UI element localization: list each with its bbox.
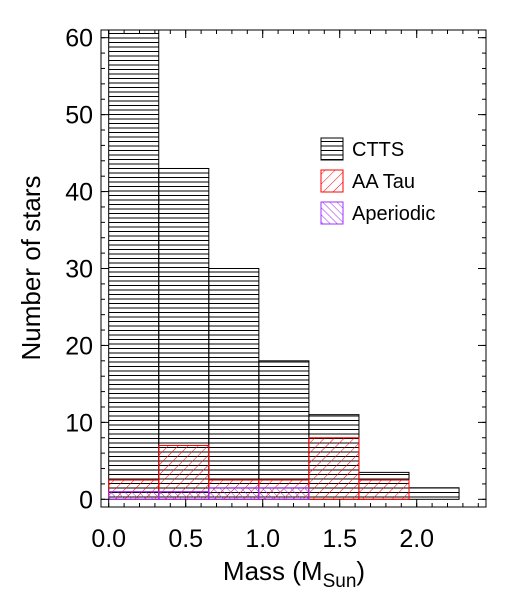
bar-aperiodic-2 <box>208 487 260 500</box>
bar-aa-tau-4 <box>308 437 360 500</box>
y-tick-label-5: 50 <box>65 102 93 130</box>
x-axis-title-close: ) <box>356 556 365 586</box>
bar-aperiodic-3 <box>258 487 310 500</box>
x-axis-title-main: Mass (M <box>223 556 323 586</box>
bar-ctts-0 <box>108 29 160 500</box>
y-tick-label-3: 30 <box>65 256 93 284</box>
bar-aperiodic-1 <box>158 491 210 500</box>
x-tick-label-0: 0.0 <box>91 525 126 553</box>
y-tick-label-0: 0 <box>79 486 93 514</box>
x-axis-title-subscript: Sun <box>323 571 357 592</box>
bar-ctts-6 <box>408 487 460 500</box>
bar-aperiodic-0 <box>108 491 160 500</box>
x-tick-label-1: 0.5 <box>168 525 203 553</box>
bar-ctts-1 <box>158 167 210 500</box>
y-tick-label-4: 40 <box>65 179 93 207</box>
x-tick-label-2: 1.0 <box>245 525 280 553</box>
ticks-layer <box>101 30 486 507</box>
bar-aa-tau-5 <box>358 479 410 500</box>
legend-label-ctts: CTTS <box>352 139 404 161</box>
legend-label-aperiodic: Aperiodic <box>352 203 435 225</box>
x-tick-label-4: 2.0 <box>399 525 434 553</box>
tick-labels-layer: 0.0 0.5 1.0 1.5 2.0 0 10 20 30 40 50 60 <box>65 25 434 553</box>
y-axis-title: Number of stars <box>16 176 46 361</box>
legend-label-aa-tau: AA Tau <box>352 171 415 193</box>
legend-swatch-aperiodic <box>320 201 344 225</box>
legend-swatch-aa-tau <box>320 169 344 193</box>
y-tick-label-1: 10 <box>65 409 93 437</box>
y-tick-label-6: 60 <box>65 25 93 53</box>
legend-swatch-ctts <box>320 137 344 161</box>
bars-layer <box>108 29 460 500</box>
bar-ctts-2 <box>208 268 260 500</box>
legend: CTTS AA Tau Aperiodic <box>320 137 435 225</box>
x-axis-title: Mass (MSun) <box>223 556 365 592</box>
bar-ctts-3 <box>258 360 310 500</box>
x-tick-label-3: 1.5 <box>322 525 357 553</box>
y-tick-label-2: 20 <box>65 332 93 360</box>
